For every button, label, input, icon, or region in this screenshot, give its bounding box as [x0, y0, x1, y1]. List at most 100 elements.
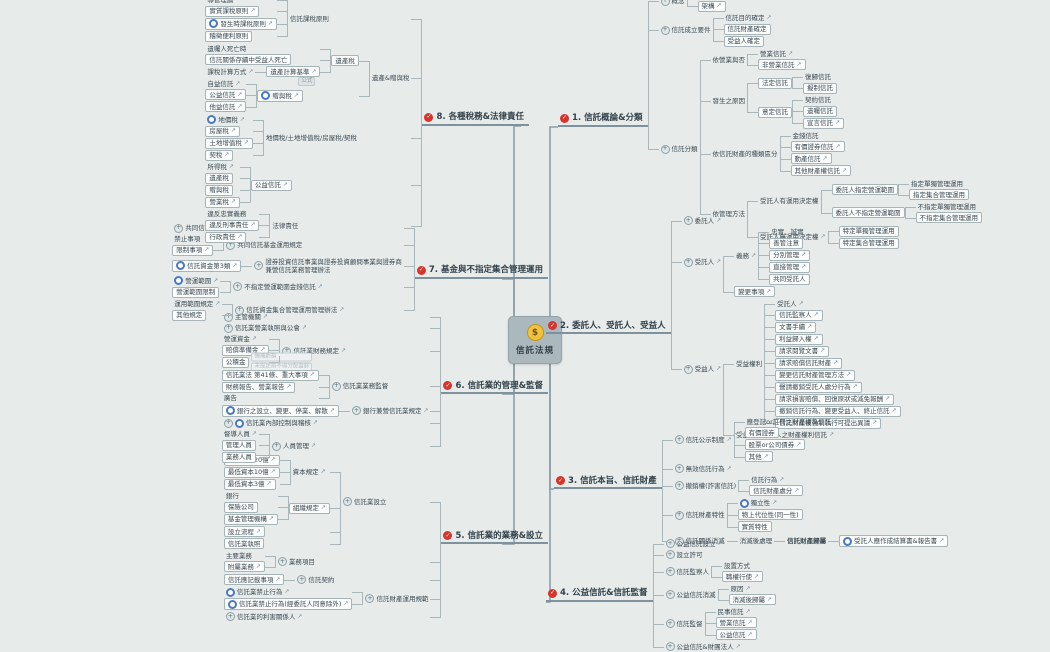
- topic-node[interactable]: 信託財產確定: [723, 23, 771, 35]
- link-arrow-icon[interactable]: ↗: [239, 115, 245, 123]
- topic-node[interactable]: 廣告: [222, 394, 239, 403]
- topic-node[interactable]: + 信託公示制度 ↗: [673, 435, 734, 445]
- topic-node[interactable]: 基金管理機構 ↗: [223, 513, 278, 525]
- topic-node[interactable]: 管理人員: [221, 439, 256, 451]
- link-arrow-icon[interactable]: ↗: [320, 468, 326, 475]
- link-arrow-icon[interactable]: ↗: [885, 395, 891, 402]
- topic-node[interactable]: 設立流程 ↗: [223, 526, 265, 537]
- topic-node[interactable]: 所得稅 ↗: [205, 163, 236, 172]
- topic-node[interactable]: 物上代位性(同一性): [737, 509, 803, 520]
- topic-node[interactable]: 意定信託: [758, 106, 793, 118]
- branch-root[interactable]: ✓ 8. 各種稅務&法律責任: [422, 112, 529, 126]
- topic-node[interactable]: 他益信託 ↗: [205, 101, 247, 112]
- collapse-icon[interactable]: +: [223, 312, 233, 322]
- link-arrow-icon[interactable]: ↗: [270, 468, 276, 475]
- branch-root[interactable]: ✓ 6. 信託業的管理&監督: [441, 381, 548, 394]
- collapse-icon[interactable]: +: [351, 406, 361, 415]
- topic-node[interactable]: 營業信託 ↗: [715, 617, 757, 628]
- link-arrow-icon[interactable]: ↗: [309, 371, 315, 378]
- topic-node[interactable]: 共同受託人: [769, 273, 810, 285]
- link-arrow-icon[interactable]: ↗: [772, 499, 778, 506]
- topic-node[interactable]: 財務報告、營業報告 ↗: [221, 381, 296, 393]
- topic-node[interactable]: 督導人員 ↗: [222, 430, 259, 439]
- topic-node[interactable]: 有價證券信託 ↗: [790, 141, 845, 152]
- link-arrow-icon[interactable]: ↗: [284, 588, 290, 595]
- topic-node[interactable]: + 人員管理 ↗: [270, 441, 318, 451]
- topic-node[interactable]: 依管理方法: [711, 209, 748, 218]
- link-arrow-icon[interactable]: ↗: [747, 618, 753, 626]
- link-arrow-icon[interactable]: ↗: [423, 406, 429, 414]
- topic-node[interactable]: 營運範圍 ↗: [172, 276, 220, 286]
- topic-node[interactable]: + 受託人 ↗: [682, 257, 724, 267]
- topic-node[interactable]: 信託業禁止行為(經委託人同意除外) ↗: [223, 598, 353, 610]
- link-arrow-icon[interactable]: ↗: [735, 642, 741, 650]
- topic-node[interactable]: + 信託關係消滅: [673, 536, 727, 546]
- topic-node[interactable]: 職權行使 ↗: [722, 571, 764, 582]
- topic-node[interactable]: 復歸信託: [803, 73, 833, 82]
- topic-node[interactable]: 實質特性: [737, 521, 772, 532]
- topic-node[interactable]: 公益信託 ↗: [205, 89, 247, 100]
- topic-node[interactable]: 指定集合管理運用: [909, 189, 970, 200]
- topic-node[interactable]: 受託人有運用決定權: [758, 197, 821, 206]
- topic-node[interactable]: 贈與稅 ↗: [257, 89, 303, 102]
- link-arrow-icon[interactable]: ↗: [833, 359, 839, 366]
- link-arrow-icon[interactable]: ↗: [813, 335, 819, 342]
- topic-node[interactable]: 撤銷信託行為、變更受益人、終止信託 ↗: [775, 405, 901, 417]
- topic-node[interactable]: 請求賠償信託財產 ↗: [775, 357, 843, 369]
- link-arrow-icon[interactable]: ↗: [717, 539, 723, 547]
- link-arrow-icon[interactable]: ↗: [267, 19, 273, 27]
- topic-node[interactable]: 變更信託財產管理方法 ↗: [775, 369, 856, 381]
- topic-node[interactable]: 地價稅 ↗: [205, 115, 247, 125]
- topic-node[interactable]: + 信託業設立: [341, 497, 389, 507]
- topic-node[interactable]: 依信託財產的種類區分: [711, 149, 780, 158]
- link-arrow-icon[interactable]: ↗: [255, 527, 261, 535]
- collapse-icon[interactable]: +: [297, 575, 307, 584]
- topic-node[interactable]: 指定單獨管理運用: [909, 179, 965, 188]
- topic-node[interactable]: + 信託業內部控制與稽核 ↗: [222, 418, 320, 428]
- topic-node[interactable]: 民事信託 ↗: [716, 607, 753, 616]
- topic-node[interactable]: 義務 ↗: [734, 252, 758, 261]
- topic-node[interactable]: 其他規定: [172, 309, 207, 321]
- topic-node[interactable]: 利益歸入權 ↗: [775, 333, 823, 345]
- topic-node[interactable]: + 無效信託行為 ↗: [673, 464, 734, 474]
- topic-node[interactable]: 業務人員: [221, 451, 256, 463]
- link-arrow-icon[interactable]: ↗: [716, 258, 722, 265]
- link-arrow-icon[interactable]: ↗: [266, 480, 272, 487]
- topic-node[interactable]: 依營業與否: [711, 55, 748, 64]
- link-arrow-icon[interactable]: ↗: [297, 612, 303, 620]
- topic-node[interactable]: 禁止事項: [172, 235, 202, 244]
- topic-node[interactable]: 受託人 ↗: [775, 300, 806, 309]
- topic-node[interactable]: + 信託契約: [295, 575, 336, 585]
- link-arrow-icon[interactable]: ↗: [251, 335, 257, 342]
- link-arrow-icon[interactable]: ↗: [813, 311, 819, 318]
- collapse-icon[interactable]: +: [674, 536, 684, 546]
- topic-node[interactable]: 設置方式: [722, 561, 752, 570]
- link-arrow-icon[interactable]: ↗: [213, 276, 219, 284]
- topic-node[interactable]: + 信託業營業執照與公會 ↗: [222, 323, 309, 333]
- topic-node[interactable]: 組織規定 ↗: [288, 502, 330, 514]
- topic-node[interactable]: 保險公司: [223, 501, 258, 513]
- topic-node[interactable]: 導管理論: [205, 0, 235, 5]
- link-arrow-icon[interactable]: ↗: [726, 435, 732, 443]
- link-arrow-icon[interactable]: ↗: [796, 440, 802, 448]
- topic-node[interactable]: 遺產稅: [331, 55, 359, 66]
- topic-node[interactable]: 實質課稅原則 ↗: [205, 5, 260, 17]
- topic-node[interactable]: 受託人應作成結算書&報告書 ↗: [839, 535, 949, 547]
- topic-node[interactable]: 最低資本10億 ↗: [223, 466, 280, 478]
- branch-root[interactable]: ✓ 2. 委託人、受託人、受益人: [546, 321, 671, 334]
- link-arrow-icon[interactable]: ↗: [320, 504, 326, 511]
- link-arrow-icon[interactable]: ↗: [716, 216, 722, 224]
- link-arrow-icon[interactable]: ↗: [260, 346, 266, 353]
- collapse-icon[interactable]: +: [660, 25, 670, 35]
- topic-node[interactable]: 有價證券: [744, 427, 779, 438]
- topic-node[interactable]: 信託行為 ↗: [749, 475, 786, 484]
- topic-node[interactable]: 應登記or註冊之財產權為信託 ↗: [745, 417, 841, 426]
- link-arrow-icon[interactable]: ↗: [798, 300, 804, 307]
- link-arrow-icon[interactable]: ↗: [251, 430, 257, 437]
- link-arrow-icon[interactable]: ↗: [243, 139, 249, 146]
- topic-node[interactable]: + 撤銷權(詐害信託): [673, 481, 739, 491]
- link-arrow-icon[interactable]: ↗: [807, 323, 813, 330]
- link-arrow-icon[interactable]: ↗: [794, 486, 800, 494]
- collapse-icon[interactable]: +: [683, 216, 693, 225]
- link-arrow-icon[interactable]: ↗: [852, 383, 858, 390]
